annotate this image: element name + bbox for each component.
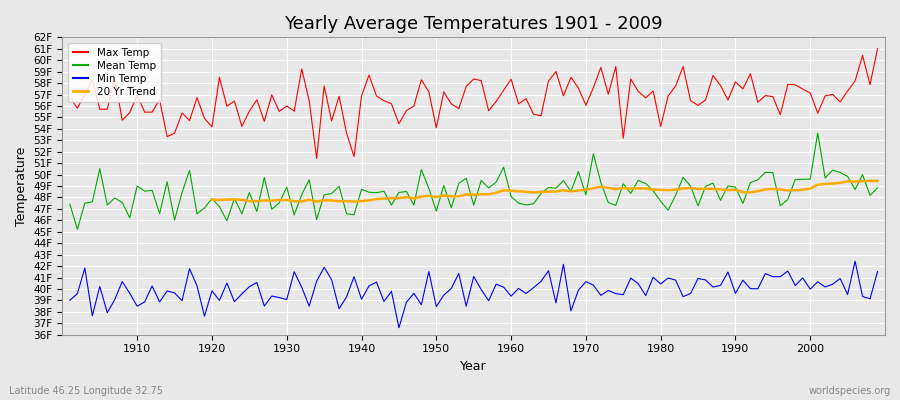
20 Yr Trend — [311, 199, 322, 204]
Title: Yearly Average Temperatures 1901 - 2009: Yearly Average Temperatures 1901 - 2009 — [284, 15, 663, 33]
X-axis label: Year: Year — [461, 360, 487, 373]
20 Yr Trend — [207, 198, 218, 202]
Mean Temp — [872, 186, 883, 190]
Mean Temp — [813, 131, 824, 136]
Max Temp — [603, 92, 614, 97]
Max Temp — [513, 102, 524, 106]
Mean Temp — [65, 202, 76, 207]
Max Temp — [65, 95, 76, 100]
Max Temp — [311, 156, 322, 161]
Mean Temp — [603, 200, 614, 205]
Min Temp — [334, 306, 345, 311]
Mean Temp — [296, 192, 307, 197]
Max Temp — [341, 131, 352, 136]
Min Temp — [506, 294, 517, 298]
Min Temp — [65, 298, 76, 303]
20 Yr Trend — [678, 186, 688, 191]
Max Temp — [289, 109, 300, 114]
Min Temp — [289, 269, 300, 274]
Line: 20 Yr Trend: 20 Yr Trend — [212, 181, 878, 202]
20 Yr Trend — [416, 194, 427, 199]
Min Temp — [850, 259, 860, 264]
Line: Min Temp: Min Temp — [70, 261, 878, 328]
Line: Mean Temp: Mean Temp — [70, 133, 878, 229]
Mean Temp — [513, 201, 524, 206]
Min Temp — [124, 291, 135, 296]
20 Yr Trend — [850, 179, 860, 184]
Max Temp — [872, 46, 883, 51]
Min Temp — [393, 325, 404, 330]
Min Temp — [872, 269, 883, 274]
Min Temp — [513, 286, 524, 291]
Legend: Max Temp, Mean Temp, Min Temp, 20 Yr Trend: Max Temp, Mean Temp, Min Temp, 20 Yr Tre… — [68, 42, 161, 102]
Mean Temp — [72, 227, 83, 232]
Text: Latitude 46.25 Longitude 32.75: Latitude 46.25 Longitude 32.75 — [9, 386, 163, 396]
20 Yr Trend — [768, 186, 778, 191]
Text: worldspecies.org: worldspecies.org — [809, 386, 891, 396]
20 Yr Trend — [872, 178, 883, 183]
Min Temp — [603, 288, 614, 293]
20 Yr Trend — [865, 178, 876, 183]
20 Yr Trend — [296, 199, 307, 204]
Mean Temp — [341, 212, 352, 216]
20 Yr Trend — [782, 188, 793, 193]
Mean Temp — [506, 194, 517, 199]
Max Temp — [124, 110, 135, 115]
Max Temp — [506, 77, 517, 82]
Y-axis label: Temperature: Temperature — [15, 146, 28, 226]
Mean Temp — [131, 184, 142, 188]
Line: Max Temp: Max Temp — [70, 49, 878, 158]
